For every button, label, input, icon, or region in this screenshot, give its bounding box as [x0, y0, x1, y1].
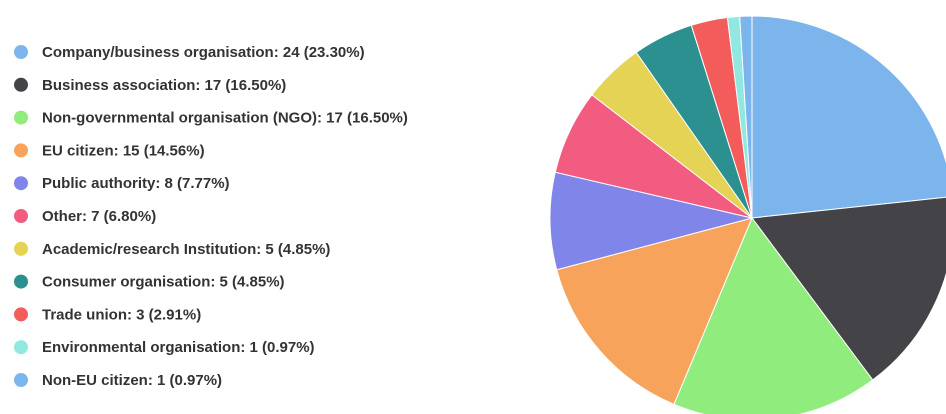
pie-slice [751, 15, 946, 219]
legend-label[interactable]: Non-EU citizen: 1 (0.97%) [42, 372, 222, 389]
legend-label[interactable]: Environmental organisation: 1 (0.97%) [42, 339, 315, 356]
legend-label[interactable]: Business association: 17 (16.50%) [42, 77, 286, 94]
legend-symbol[interactable] [14, 143, 28, 158]
legend-label[interactable]: Public authority: 8 (7.77%) [42, 175, 230, 192]
legend-symbol[interactable] [14, 274, 28, 289]
legend-label[interactable]: Company/business organisation: 24 (23.30… [42, 44, 365, 61]
pie-slice [549, 171, 753, 271]
legend-symbol[interactable] [14, 45, 28, 59]
legend-symbol[interactable] [14, 176, 28, 191]
pie-slice [673, 216, 874, 414]
pie-slice [739, 15, 753, 219]
pie-slice [556, 217, 753, 405]
legend-symbol[interactable] [14, 307, 28, 322]
legend-symbol[interactable] [14, 77, 28, 92]
legend-label[interactable]: Academic/research Institution: 5 (4.85%) [42, 241, 330, 258]
legend-label[interactable]: Other: 7 (6.80%) [42, 208, 156, 225]
pie-slice [751, 196, 946, 381]
legend-label[interactable]: Trade union: 3 (2.91%) [42, 306, 201, 323]
legend-symbol[interactable] [14, 340, 28, 355]
legend-label[interactable]: EU citizen: 15 (14.56%) [42, 142, 205, 159]
legend-label[interactable]: Consumer organisation: 5 (4.85%) [42, 274, 285, 291]
legend-symbol[interactable] [14, 241, 28, 256]
legend-symbol[interactable] [14, 373, 28, 387]
legend-symbol[interactable] [14, 110, 28, 125]
legend-symbol[interactable] [14, 209, 28, 223]
legend-label[interactable]: Non-governmental organisation (NGO): 17 … [42, 110, 408, 127]
